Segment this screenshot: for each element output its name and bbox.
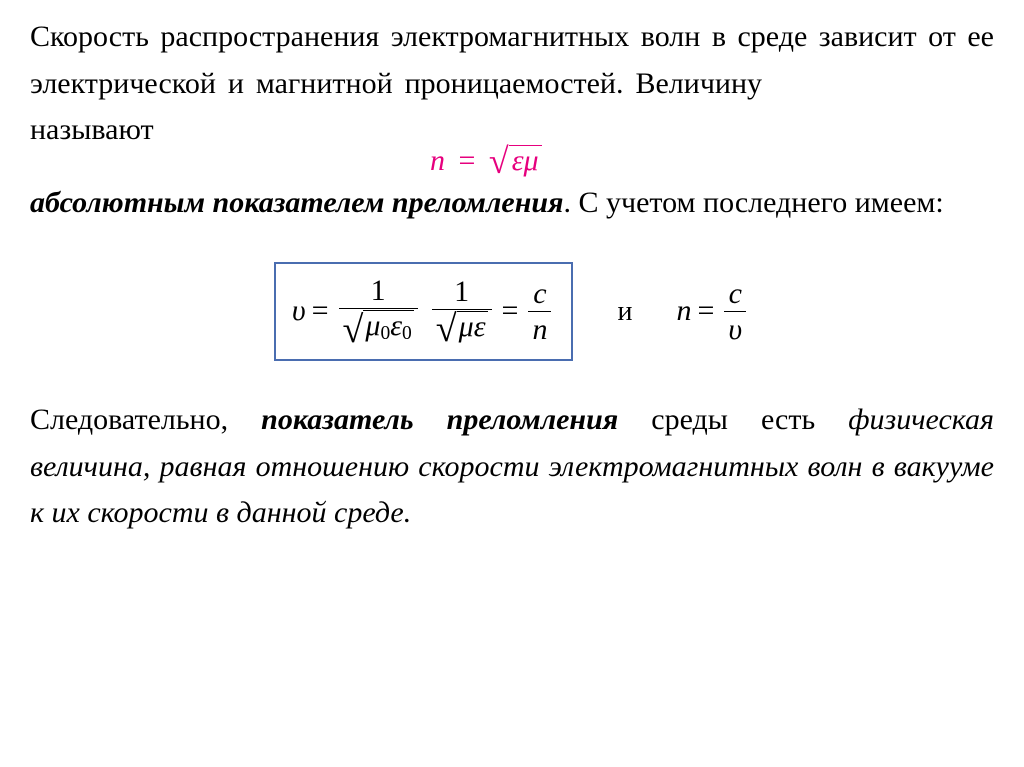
sub-0b: 0: [402, 323, 412, 344]
sqrt-mu-eps: √με: [436, 311, 488, 344]
surd-1: √: [343, 315, 364, 345]
connector-and: и: [617, 290, 632, 333]
sym-c: c: [529, 277, 550, 311]
para1-text-before: Скорость распространения электромагнитны…: [30, 20, 994, 100]
term-refractive-index: показатель преломления: [261, 403, 618, 436]
radicand-1: μ0ε0: [363, 310, 413, 346]
radicand-2: με: [457, 311, 488, 344]
sym-mu: μ: [459, 310, 474, 343]
surd-2: √: [436, 314, 457, 344]
sqrt-symbol: √: [489, 141, 509, 181]
op-eq1: =: [312, 288, 329, 335]
para1-text-after: называют: [30, 113, 154, 146]
frac1-num: 1: [367, 274, 390, 308]
op-eq3: =: [697, 288, 714, 335]
para3-lead: Следовательно,: [30, 403, 261, 436]
para2-rest: . С учетом последнего имеем:: [563, 186, 943, 219]
formula-n-c-over-v: n = c υ: [676, 277, 750, 346]
paragraph-3: Следовательно, показатель преломления ср…: [30, 397, 994, 537]
sym-n2: n: [676, 288, 691, 335]
sym-upsilon: υ: [292, 288, 306, 335]
frac1-den: √μ0ε0: [339, 308, 418, 349]
paragraph-1: Скорость распространения электромагнитны…: [30, 14, 994, 154]
formula-eq: =: [459, 144, 476, 177]
para3-mid: среды есть: [618, 403, 848, 436]
fraction-1: 1 √μ0ε0: [339, 274, 418, 349]
sym-upsilon2: υ: [724, 311, 746, 346]
inline-formula-n-sqrt-em: n = √εμ: [430, 134, 542, 190]
formula-lhs: n: [430, 144, 445, 177]
fraction-c-over-n: c n: [528, 277, 551, 346]
sym-n: n: [528, 311, 551, 346]
sqrt-mu0-eps0: √μ0ε0: [343, 310, 414, 346]
boxed-formula-velocity: υ = 1 √μ0ε0 1 √με = c n: [274, 262, 574, 361]
fraction-c-over-v: c υ: [724, 277, 746, 346]
sub-0a: 0: [380, 323, 390, 344]
sym-eps: ε: [474, 310, 486, 343]
sym-eps0: ε: [390, 309, 402, 342]
term-absolute-refractive-index: абсолютным показателем преломления: [30, 186, 563, 219]
op-eq2: =: [502, 288, 519, 335]
fraction-2: 1 √με: [432, 275, 492, 348]
sym-mu0: μ: [365, 309, 380, 342]
frac2-num: 1: [450, 275, 473, 309]
formula-row: υ = 1 √μ0ε0 1 √με = c n и n =: [30, 262, 994, 361]
formula-radicand: εμ: [509, 145, 542, 176]
sym-c2: c: [725, 277, 746, 311]
frac2-den: √με: [432, 309, 492, 348]
